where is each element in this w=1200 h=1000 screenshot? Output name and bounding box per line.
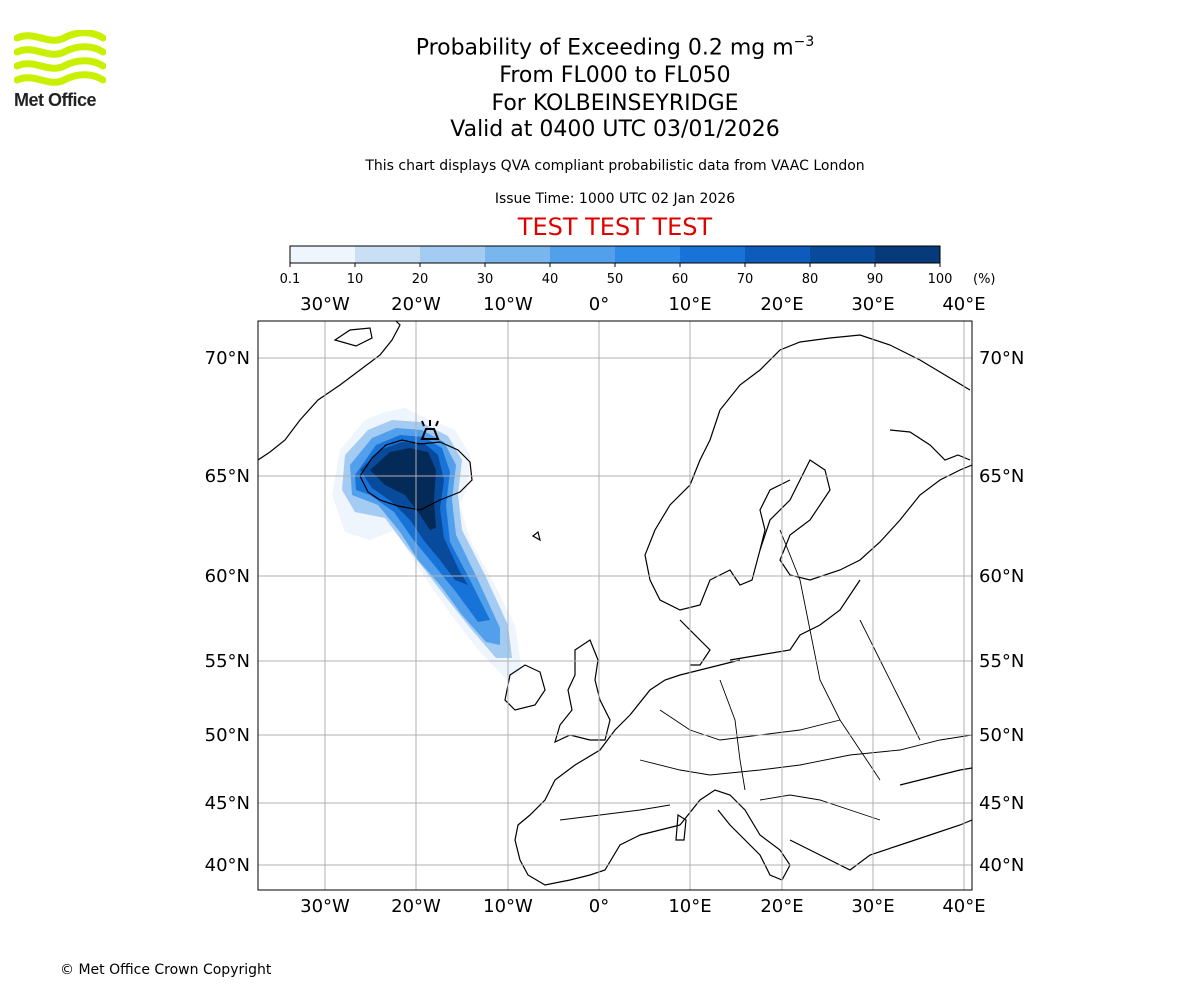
lat-label: 55°N <box>979 651 1024 672</box>
colorbar-tick-label: 60 <box>672 272 689 287</box>
lat-label: 45°N <box>979 793 1024 814</box>
lon-label: 10°W <box>483 294 533 315</box>
north-sea-coast <box>629 659 741 716</box>
lat-label: 70°N <box>205 348 250 369</box>
colorbar-tick-label: 0.1 <box>280 272 301 287</box>
colorbar-tick-label: 40 <box>542 272 559 287</box>
colorbar-tick-label: 50 <box>607 272 624 287</box>
lat-labels-left: 70°N 65°N 60°N 55°N 50°N 45°N 40°N <box>205 348 250 876</box>
map-panel: 30°W 20°W 10°W 0° 10°E 20°E 30°E 40°E 30… <box>205 294 1025 917</box>
chart-title: Probability of Exceeding 0.2 mg m−3 <box>415 34 815 61</box>
lon-labels-top: 30°W 20°W 10°W 0° 10°E 20°E 30°E 40°E <box>300 294 985 315</box>
colorbar-tick-label: 80 <box>802 272 819 287</box>
test-banner: TEST TEST TEST <box>517 213 713 241</box>
colorbar-tick-label: 10 <box>347 272 364 287</box>
met-office-logo-text: Met Office <box>14 90 97 110</box>
lat-label: 70°N <box>979 348 1024 369</box>
map-frame <box>257 320 973 891</box>
colorbar-tick-label: 70 <box>737 272 754 287</box>
lon-label: 0° <box>589 294 609 315</box>
colorbar-cell <box>615 246 681 263</box>
colorbar-tick-label: 30 <box>477 272 494 287</box>
colorbar-cell <box>355 246 421 263</box>
colorbar-cell <box>680 246 746 263</box>
ash-probability-plume <box>332 408 522 678</box>
greenland-coast <box>258 321 401 461</box>
faroe-coast <box>531 530 541 542</box>
lat-label: 50°N <box>979 725 1024 746</box>
kola-coast <box>889 429 971 461</box>
level-range: From FL000 to FL050 <box>499 63 731 88</box>
ireland-coast <box>504 664 546 711</box>
lon-label: 40°E <box>942 294 985 315</box>
chart-description: This chart displays QVA compliant probab… <box>365 158 865 174</box>
lon-label: 40°E <box>942 896 985 917</box>
lat-label: 60°N <box>979 566 1024 587</box>
valid-time: Valid at 0400 UTC 03/01/2026 <box>450 117 780 142</box>
lat-label: 40°N <box>205 855 250 876</box>
lat-label: 50°N <box>205 725 250 746</box>
issue-time: Issue Time: 1000 UTC 02 Jan 2026 <box>494 191 736 207</box>
colorbar-cell <box>875 246 941 263</box>
volcano-name: For KOLBEINSEYRIDGE <box>491 91 739 116</box>
copyright-notice: © Met Office Crown Copyright <box>60 962 272 978</box>
colorbar: 0.1 10 20 30 40 50 60 70 80 90 100 (%) <box>280 245 996 287</box>
colorbar-cell <box>290 246 356 263</box>
colorbar-cell <box>485 246 551 263</box>
colorbar-cell <box>745 246 811 263</box>
colorbar-cell <box>550 246 616 263</box>
colorbar-cell <box>420 246 486 263</box>
scandinavia-coast <box>644 409 972 611</box>
lon-label: 30°W <box>300 896 350 917</box>
norway-north-coast <box>719 334 971 411</box>
lon-label: 20°W <box>391 294 441 315</box>
lon-label: 30°E <box>851 294 894 315</box>
sardinia-coast <box>675 813 687 841</box>
balkans-coast <box>789 819 972 871</box>
met-office-logo-icon <box>14 30 106 86</box>
lon-label: 0° <box>589 896 609 917</box>
lat-label: 40°N <box>979 855 1024 876</box>
lon-label: 30°E <box>851 896 894 917</box>
lon-labels-bottom: 30°W 20°W 10°W 0° 10°E 20°E 30°E 40°E <box>300 896 985 917</box>
lat-label: 65°N <box>205 466 250 487</box>
iceland-coast <box>359 439 473 511</box>
colorbar-unit: (%) <box>973 272 996 287</box>
lat-label: 65°N <box>979 466 1024 487</box>
great-britain-coast <box>554 639 611 744</box>
lat-label: 55°N <box>205 651 250 672</box>
lat-labels-right: 70°N 65°N 60°N 55°N 50°N 45°N 40°N <box>979 348 1024 876</box>
lon-label: 20°E <box>760 294 803 315</box>
lon-label: 10°E <box>668 896 711 917</box>
lon-label: 10°W <box>483 896 533 917</box>
greenland-island <box>333 327 373 347</box>
lat-label: 45°N <box>205 793 250 814</box>
colorbar-tick-label: 20 <box>412 272 429 287</box>
lon-label: 20°E <box>760 896 803 917</box>
title-exponent: −3 <box>793 34 815 50</box>
colorbar-tick-label: 100 <box>928 272 953 287</box>
volcano-icon <box>420 420 440 440</box>
lon-label: 10°E <box>668 294 711 315</box>
iberia-france-coast <box>514 714 681 886</box>
lon-label: 30°W <box>300 294 350 315</box>
colorbar-tick-label: 90 <box>867 272 884 287</box>
coastlines <box>258 321 972 886</box>
colorbar-cell <box>810 246 876 263</box>
italy-coast <box>679 789 791 881</box>
map-background <box>258 321 972 890</box>
lat-label: 60°N <box>205 566 250 587</box>
lon-label: 20°W <box>391 896 441 917</box>
graticule <box>258 321 972 890</box>
denmark-coast <box>679 619 711 666</box>
sweden-coast <box>759 479 791 551</box>
